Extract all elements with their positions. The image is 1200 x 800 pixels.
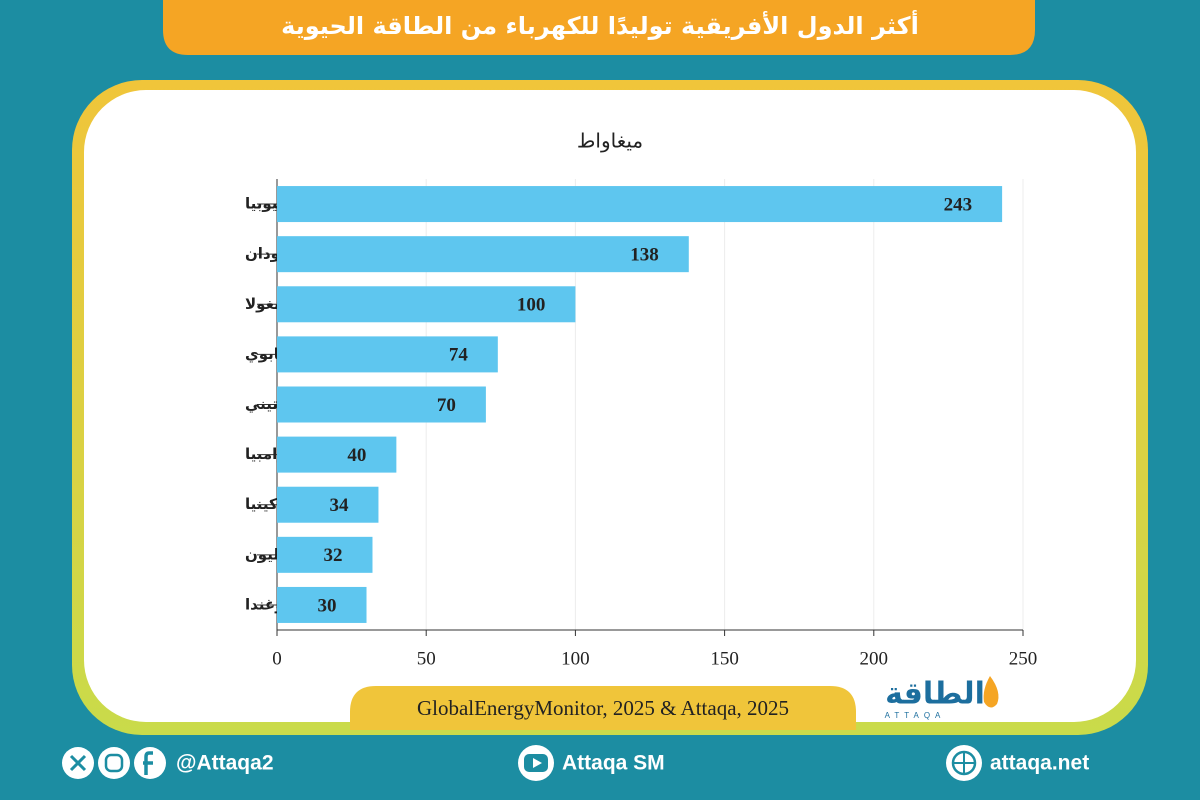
footer-icons	[62, 745, 982, 781]
bar	[277, 586, 367, 623]
bar	[277, 286, 576, 323]
value-label: 243	[944, 194, 973, 215]
y-tick-label: زامبيا	[245, 445, 286, 463]
x-tick-label: 100	[561, 648, 590, 669]
y-tick-label: كينيا	[245, 495, 278, 513]
value-label: 70	[437, 395, 456, 416]
card	[84, 90, 1136, 722]
chart-title: أكثر الدول الأفريقية توليدًا للكهرباء من…	[281, 10, 919, 40]
web-lines	[953, 752, 975, 774]
value-label: 34	[329, 495, 349, 516]
source-banner	[350, 686, 856, 730]
unit-label: ميغاواط	[577, 129, 643, 153]
value-label: 74	[449, 345, 469, 366]
x-glyph	[69, 754, 87, 772]
bar	[277, 386, 486, 423]
instagram-icon	[98, 747, 130, 779]
title-banner	[163, 0, 1035, 55]
bar	[277, 486, 379, 523]
bar	[277, 336, 498, 373]
footer-youtube: Attaqa SM	[562, 752, 665, 775]
x-tick-label: 150	[710, 648, 739, 669]
footer-website: attaqa.net	[990, 752, 1089, 775]
value-label: 100	[517, 295, 546, 316]
y-tick-label: أنغولا	[245, 294, 285, 313]
x-tick-label: 250	[1009, 648, 1038, 669]
bar	[277, 236, 689, 273]
bar	[277, 186, 1003, 223]
logo-arabic: الطاقة	[885, 677, 985, 712]
source: GlobalEnergyMonitor, 2025 & Attaqa, 2025	[417, 696, 789, 720]
logo-latin: ATTAQA	[885, 711, 946, 720]
x-tick-label: 200	[860, 648, 889, 669]
value-label: 40	[347, 445, 366, 466]
youtube-play	[533, 758, 542, 768]
value-label: 138	[630, 245, 659, 266]
facebook-glyph	[143, 751, 153, 775]
x-tick-label: 50	[417, 648, 436, 669]
bar	[277, 536, 373, 573]
x-tick-label: 0	[272, 648, 282, 669]
bar	[277, 436, 397, 473]
value-label: 32	[323, 545, 342, 566]
instagram-glyph	[104, 753, 124, 773]
value-label: 30	[318, 595, 337, 616]
footer-social: @Attaqa2	[176, 752, 274, 775]
logo-drop	[983, 676, 999, 708]
